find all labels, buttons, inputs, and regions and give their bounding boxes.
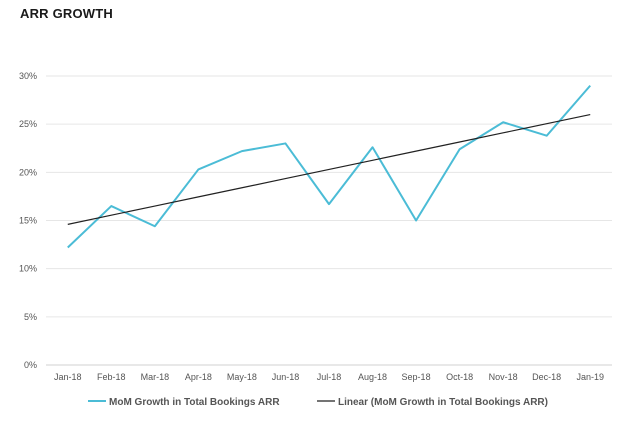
- y-tick-label: 15%: [19, 216, 37, 226]
- series-lines: [67, 84, 591, 249]
- y-tick-label: 10%: [19, 264, 37, 274]
- y-tick-label: 20%: [19, 167, 37, 177]
- x-tick-label: May-18: [227, 372, 257, 382]
- y-tick-label: 5%: [24, 312, 37, 322]
- gridlines: [46, 75, 612, 366]
- x-tick-label: Jun-18: [272, 372, 300, 382]
- y-axis-ticks: 0% 5% 10% 15% 20% 25% 30%: [19, 71, 37, 370]
- y-tick-label: 0%: [24, 360, 37, 370]
- x-tick-label: Jul-18: [317, 372, 342, 382]
- x-tick-label: Nov-18: [489, 372, 518, 382]
- legend-label: Linear (MoM Growth in Total Bookings ARR…: [338, 397, 548, 408]
- x-tick-label: Dec-18: [532, 372, 561, 382]
- chart-title: ARR GROWTH: [20, 6, 113, 21]
- x-tick-label: Oct-18: [446, 372, 473, 382]
- x-axis-ticks: Jan-18 Feb-18 Mar-18 Apr-18 May-18 Jun-18 Jul-…: [54, 372, 604, 382]
- x-tick-label: Apr-18: [185, 372, 212, 382]
- x-tick-label: Jan-19: [576, 372, 604, 382]
- x-tick-label: Sep-18: [402, 372, 431, 382]
- x-tick-label: Aug-18: [358, 372, 387, 382]
- y-tick-label: 30%: [19, 71, 37, 81]
- y-tick-label: 25%: [19, 119, 37, 129]
- x-tick-label: Feb-18: [97, 372, 126, 382]
- x-tick-label: Mar-18: [141, 372, 170, 382]
- series-line-mom-growth: [67, 84, 591, 249]
- legend-label: MoM Growth in Total Bookings ARR: [109, 397, 280, 408]
- legend: MoM Growth in Total Bookings ARR Linear (…: [88, 397, 548, 408]
- x-tick-label: Jan-18: [54, 372, 82, 382]
